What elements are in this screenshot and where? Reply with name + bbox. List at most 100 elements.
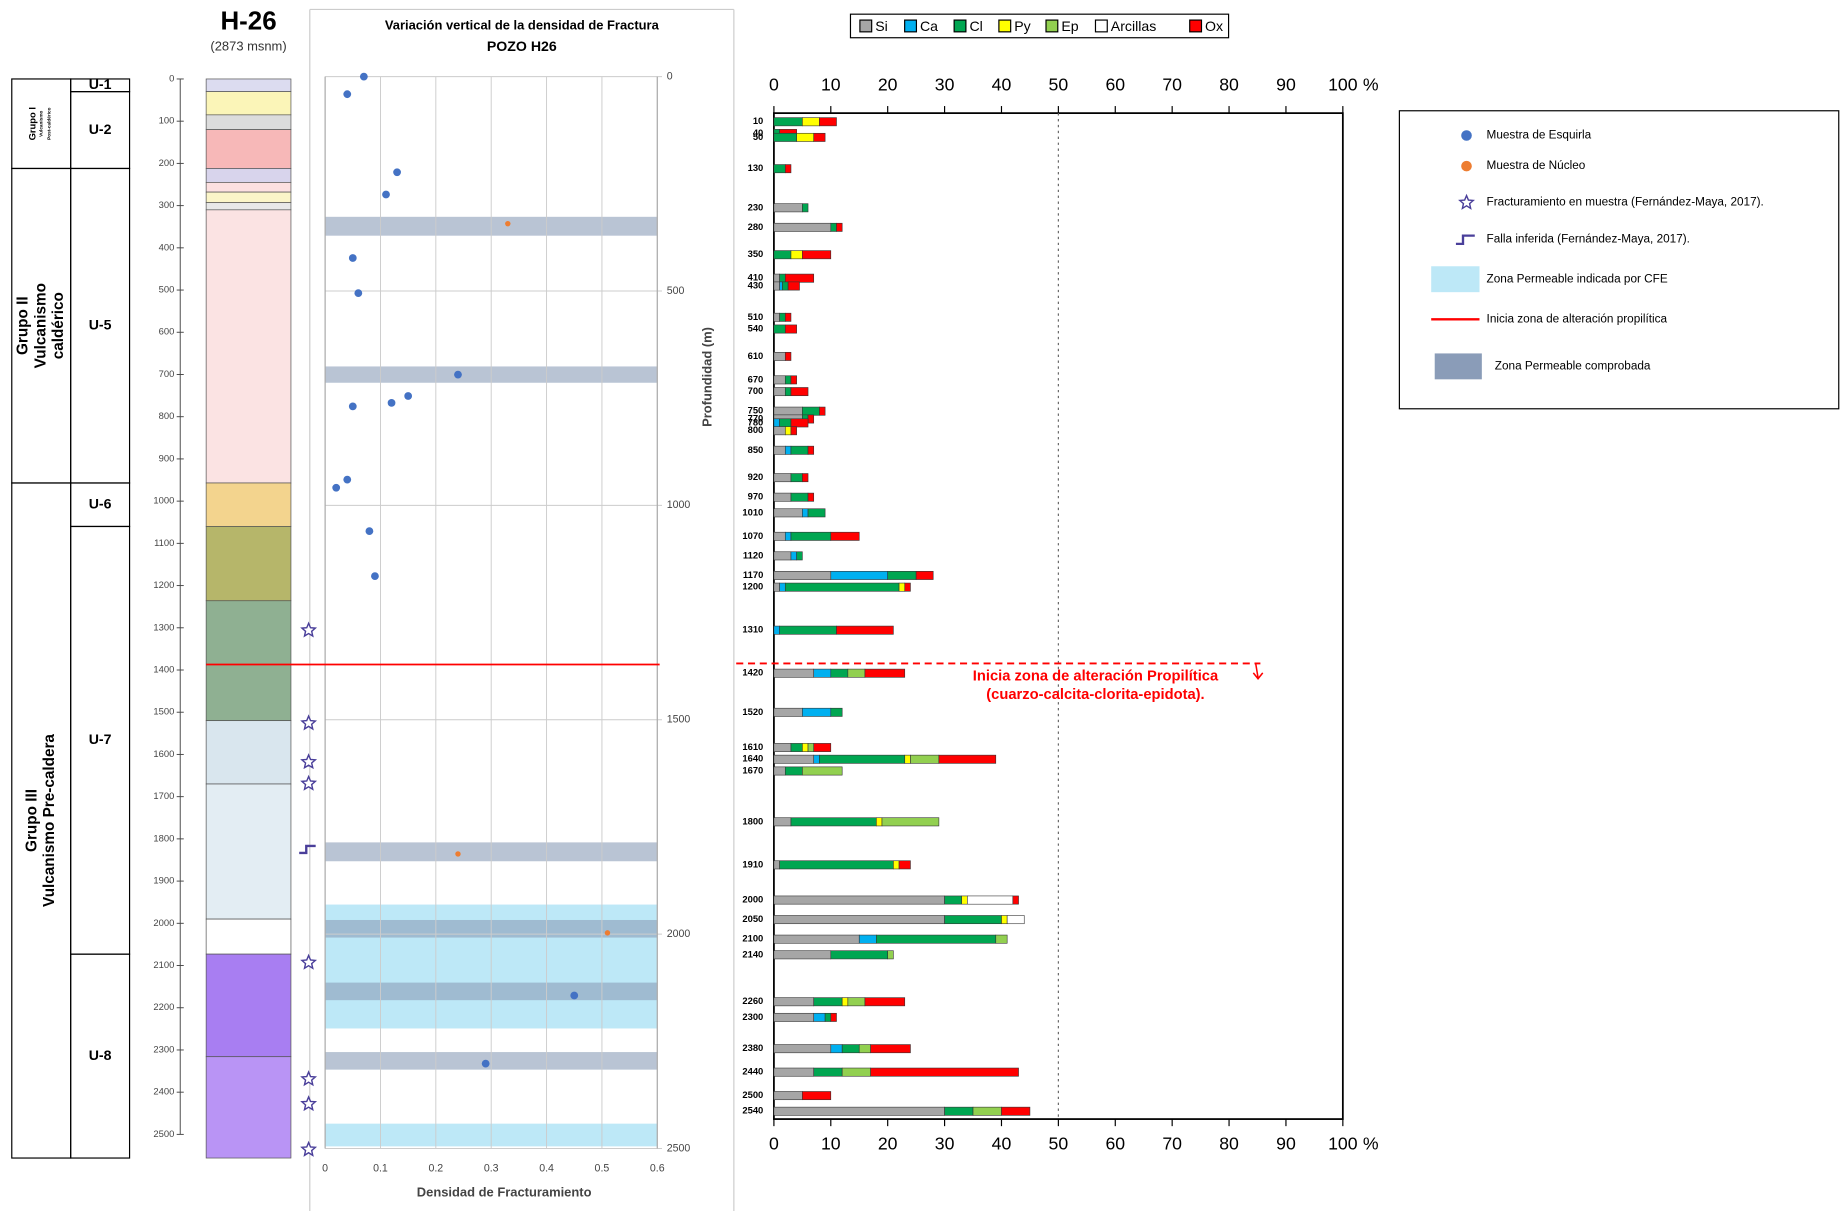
x-tick-label: 90 bbox=[1276, 1134, 1296, 1154]
bar-segment bbox=[841, 1044, 860, 1054]
bar-segment bbox=[944, 1106, 974, 1116]
data-point bbox=[354, 289, 363, 298]
bar-segment bbox=[824, 1012, 832, 1022]
depth-label: 40 bbox=[753, 127, 763, 138]
x-tick-label: 60 bbox=[1105, 1134, 1125, 1154]
bar-segment bbox=[1006, 915, 1025, 925]
bar-segment bbox=[807, 492, 815, 502]
bar-segment bbox=[773, 222, 832, 232]
bar-segment bbox=[773, 351, 786, 361]
annotation-arrow bbox=[1252, 663, 1264, 680]
depth-tick-label: 1600 bbox=[153, 748, 174, 759]
legend-label: Ox bbox=[1205, 18, 1223, 34]
depth-label: 540 bbox=[748, 323, 764, 334]
depth-label: 1910 bbox=[742, 858, 763, 869]
depth-label: 280 bbox=[748, 221, 764, 232]
bar-segment bbox=[807, 414, 815, 424]
group-label: Grupo I bbox=[26, 107, 37, 140]
legend-label: Ep bbox=[1061, 18, 1078, 34]
bar-segment bbox=[773, 1067, 815, 1077]
bar-segment bbox=[870, 1044, 911, 1054]
bar-segment bbox=[807, 508, 826, 518]
depth-label: 2000 bbox=[742, 894, 763, 905]
depth-tick-label: 2000 bbox=[153, 917, 174, 928]
bar-segment bbox=[870, 1067, 1019, 1077]
legend-label: Si bbox=[875, 18, 888, 34]
lithology-layer bbox=[205, 918, 292, 955]
bar-segment bbox=[790, 418, 809, 428]
bar-segment bbox=[784, 164, 792, 174]
bar-segment bbox=[779, 281, 783, 291]
bar-segment bbox=[961, 895, 968, 905]
bar-segment bbox=[784, 324, 797, 334]
depth-label: 1670 bbox=[742, 764, 763, 775]
bar-segment bbox=[773, 473, 792, 483]
bar-segment bbox=[830, 1044, 843, 1054]
depth-label: 800 bbox=[748, 424, 764, 435]
data-point bbox=[382, 190, 390, 199]
legend-swatch bbox=[1094, 19, 1108, 33]
depth-tick-label: 2200 bbox=[153, 1001, 174, 1012]
bar-segment bbox=[819, 117, 837, 127]
lithology-layer bbox=[205, 78, 292, 92]
bar-segment bbox=[773, 281, 780, 291]
bar-segment bbox=[796, 551, 803, 561]
group-label: Post-caldérico bbox=[47, 107, 52, 140]
unit-label: U-8 bbox=[89, 1047, 112, 1063]
bar-segment bbox=[773, 1091, 803, 1101]
depth-label: 350 bbox=[748, 248, 764, 259]
bar-segment bbox=[779, 418, 792, 428]
bar-segment bbox=[830, 571, 888, 580]
bar-segment bbox=[813, 668, 832, 678]
x-tick-label: 40 bbox=[992, 1134, 1012, 1154]
y-tick-label: 1500 bbox=[667, 714, 691, 726]
bar-segment bbox=[773, 132, 797, 142]
bar-segment bbox=[773, 817, 792, 827]
bar-segment bbox=[910, 754, 940, 764]
data-point bbox=[404, 392, 413, 400]
bar-segment bbox=[836, 222, 843, 232]
depth-tick-label: 900 bbox=[159, 452, 175, 463]
legend-label: Ca bbox=[920, 18, 938, 34]
depth-label: 920 bbox=[748, 471, 764, 482]
data-point bbox=[332, 483, 341, 492]
depth-tick-label: 300 bbox=[159, 199, 175, 210]
bar-segment bbox=[784, 445, 792, 455]
depth-label: 970 bbox=[748, 491, 764, 502]
bar-segment bbox=[773, 860, 780, 870]
x-tick-label: 80 bbox=[1219, 1134, 1239, 1154]
legend-marker bbox=[1461, 160, 1472, 172]
lithology-layer bbox=[205, 783, 292, 920]
bar-segment bbox=[782, 281, 789, 291]
bar-segment bbox=[779, 860, 894, 870]
depth-label: 130 bbox=[748, 162, 764, 173]
x-tick-label: 0.4 bbox=[539, 1162, 554, 1174]
bar-segment bbox=[858, 934, 877, 944]
bar-segment bbox=[887, 950, 894, 960]
bar-segment bbox=[830, 1012, 837, 1022]
bar-segment bbox=[784, 387, 792, 397]
bar-segment bbox=[790, 743, 803, 752]
bar-segment bbox=[893, 860, 900, 870]
depth-label: 510 bbox=[748, 311, 764, 322]
bar-segment bbox=[773, 387, 786, 397]
bar-segment bbox=[790, 445, 809, 455]
bar-legend-box bbox=[849, 13, 1230, 39]
fracture-star bbox=[300, 753, 318, 770]
bar-segment bbox=[784, 426, 792, 436]
bar-segment bbox=[773, 250, 792, 260]
bar-segment bbox=[784, 531, 792, 541]
scatter-subtitle: POZO H26 bbox=[487, 38, 557, 54]
data-point bbox=[365, 527, 374, 535]
data-point bbox=[454, 370, 462, 379]
bar-segment bbox=[830, 222, 837, 232]
x-tick-label: 30 bbox=[935, 1134, 955, 1154]
lithology-layer bbox=[205, 114, 292, 130]
bar-segment bbox=[847, 668, 866, 678]
bar-segment bbox=[779, 582, 786, 592]
bar-segment bbox=[995, 934, 1008, 944]
depth-label: 1010 bbox=[742, 506, 763, 517]
x-tick-label: 60 bbox=[1105, 75, 1125, 95]
group-label: Grupo III bbox=[23, 789, 40, 852]
bar-segment bbox=[773, 273, 780, 283]
